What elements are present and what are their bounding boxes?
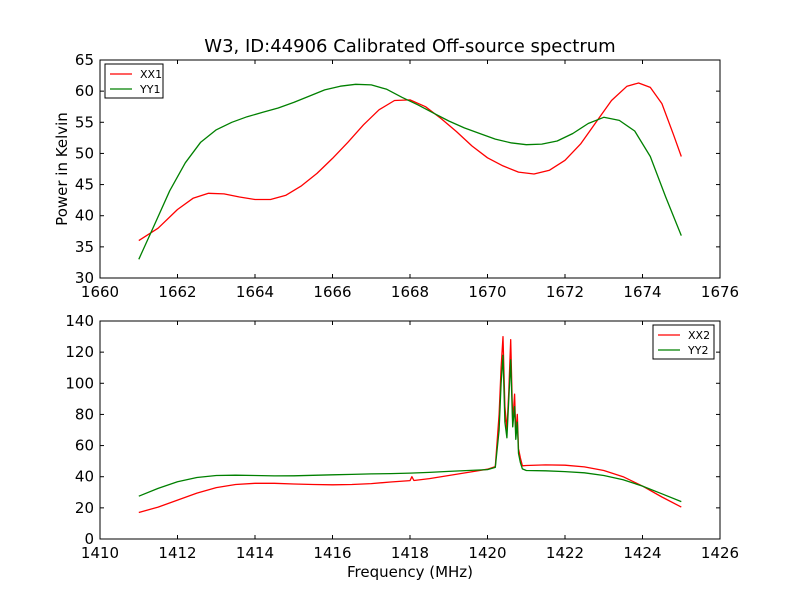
y-tick-label: 40 <box>75 468 94 486</box>
x-tick-label: 1676 <box>701 283 739 301</box>
y-tick-label: 60 <box>75 437 94 455</box>
y-tick-label: 60 <box>75 82 94 100</box>
x-tick-label: 1418 <box>391 544 429 562</box>
x-tick-label: 1412 <box>158 544 196 562</box>
x-tick-label: 1424 <box>623 544 661 562</box>
x-tick-label: 1426 <box>701 544 739 562</box>
x-axis-label: Frequency (MHz) <box>347 563 473 581</box>
legend-box <box>652 324 715 360</box>
y-tick-label: 50 <box>75 144 94 162</box>
y-tick-label: 55 <box>75 113 94 131</box>
series-line-yy1 <box>138 83 682 260</box>
top-spectrum-panel: 1660 1662 1664 1666 1668 1670 1672 1674 1676 30 35… <box>53 51 739 301</box>
bottom-spectrum-panel: 1410 1412 1414 1416 1418 1420 1422 1424 1426 0 20 4… <box>65 312 739 581</box>
x-tick-label: 1668 <box>391 283 429 301</box>
x-tick-label: 1662 <box>158 283 196 301</box>
series-line-yy2 <box>138 354 682 503</box>
y-tick-label: 100 <box>65 374 94 392</box>
x-tick-label: 1670 <box>468 283 506 301</box>
x-tick-label: 1660 <box>81 283 119 301</box>
y-tick-label: 140 <box>65 312 94 330</box>
plot-frame <box>99 320 721 540</box>
y-tick-label: 40 <box>75 207 94 225</box>
plot-frame <box>99 59 721 279</box>
y-tick-label: 0 <box>84 530 94 548</box>
x-tick-label: 1410 <box>81 544 119 562</box>
x-tick-label: 1672 <box>546 283 584 301</box>
legend-label: YY1 <box>139 83 160 96</box>
y-tick-label: 30 <box>75 269 94 287</box>
legend-label: YY2 <box>687 344 708 357</box>
x-tick-label: 1664 <box>236 283 274 301</box>
x-tick-label: 1420 <box>468 544 506 562</box>
x-tick-label: 1666 <box>313 283 351 301</box>
x-tick-label: 1422 <box>546 544 584 562</box>
legend-box <box>104 63 164 99</box>
series-line-xx2 <box>138 335 682 514</box>
chart-title: W3, ID:44906 Calibrated Off-source spect… <box>204 36 615 57</box>
y-tick-label: 20 <box>75 499 94 517</box>
y-tick-label: 80 <box>75 405 94 423</box>
series-line-xx1 <box>138 82 682 242</box>
y-axis-label: Power in Kelvin <box>53 112 71 226</box>
y-tick-label: 65 <box>75 51 94 69</box>
legend-label: XX2 <box>688 329 710 342</box>
x-tick-label: 1414 <box>236 544 274 562</box>
x-tick-label: 1674 <box>623 283 661 301</box>
y-tick-label: 45 <box>75 176 94 194</box>
x-tick-label: 1416 <box>313 544 351 562</box>
y-tick-label: 35 <box>75 238 94 256</box>
y-tick-label: 120 <box>65 343 94 361</box>
legend-label: XX1 <box>140 68 162 81</box>
